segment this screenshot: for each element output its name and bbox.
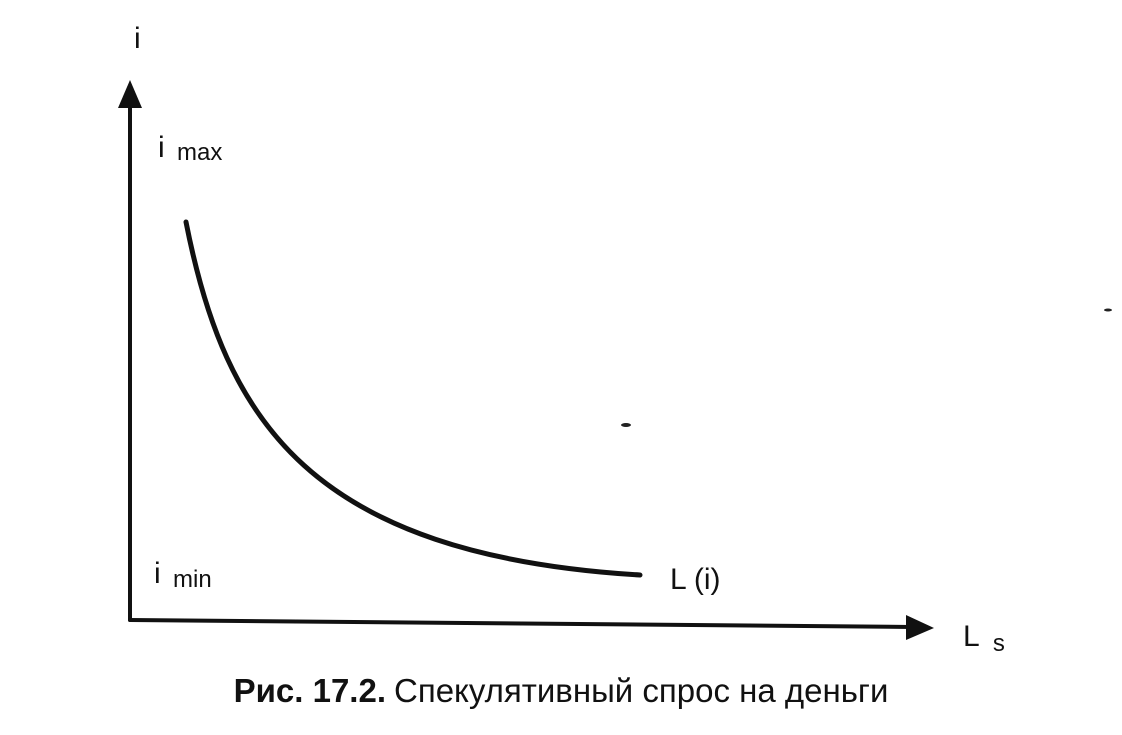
i-min-main: i	[154, 557, 161, 590]
y-axis-arrow-icon	[118, 80, 142, 108]
figure-caption-text: Спекулятивный спрос на деньги	[394, 672, 889, 709]
figure-number: Рис. 17.2.	[233, 672, 386, 709]
speculative-demand-curve	[183, 219, 643, 578]
i-max-sub: max	[177, 139, 222, 166]
curve-label: L (i)	[670, 563, 721, 596]
i-max-label: i max	[158, 131, 222, 166]
scan-speck	[621, 423, 631, 427]
y-axis-label: i	[134, 22, 141, 55]
x-axis-line	[128, 618, 914, 629]
x-axis-label-main: L	[963, 620, 979, 653]
i-min-label: i min	[154, 557, 212, 593]
x-axis-label: L s	[963, 620, 1005, 657]
figure-caption: Рис. 17.2. Спекулятивный спрос на деньги	[0, 672, 1122, 710]
scan-speck	[1104, 308, 1112, 312]
i-min-sub: min	[173, 566, 212, 593]
i-max-main: i	[158, 131, 165, 164]
x-axis-arrow-icon	[906, 615, 934, 640]
x-axis-label-sub: s	[993, 630, 1005, 657]
